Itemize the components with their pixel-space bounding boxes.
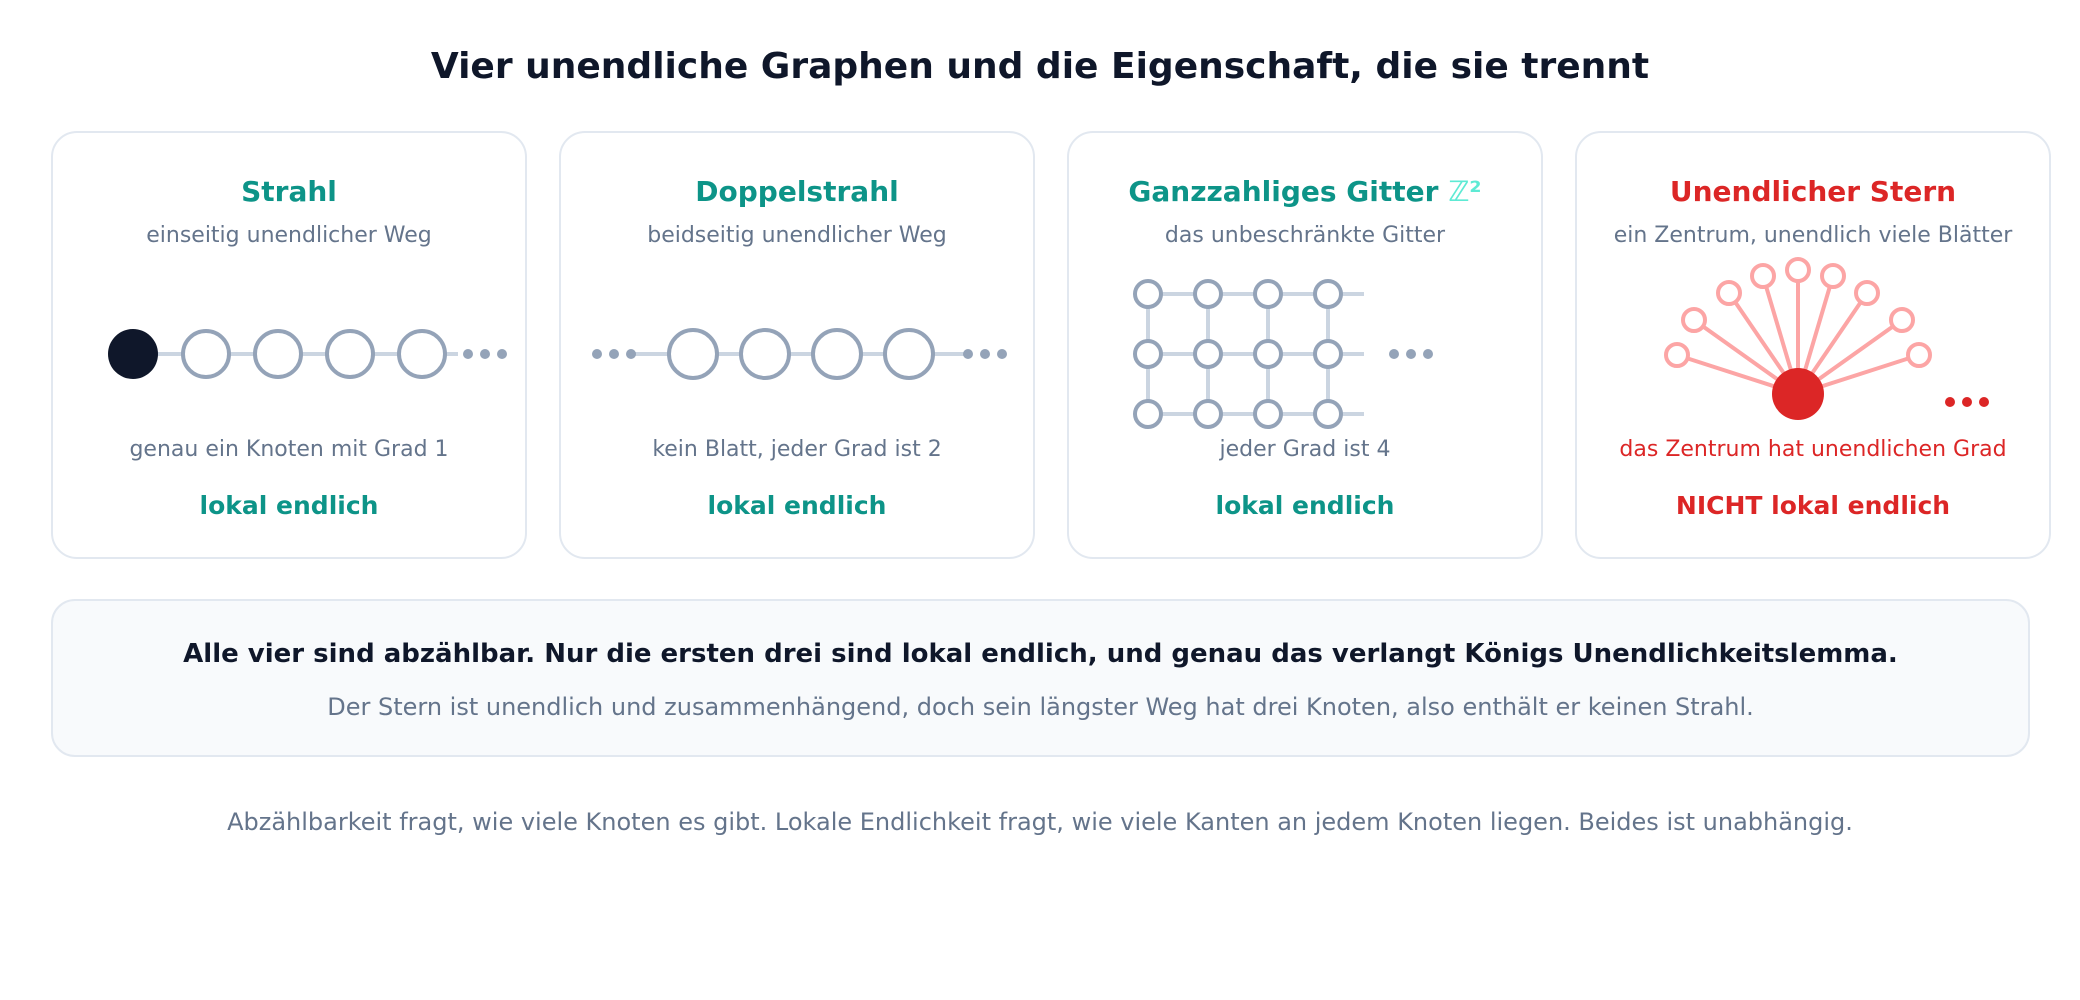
double-ray-graph [592, 328, 1007, 380]
ray-start-node [108, 329, 158, 379]
card-subtitle: ein Zentrum, unendlich viele Blätter [1613, 223, 2013, 248]
card-verdict: lokal endlich [199, 491, 379, 520]
card-title: Doppelstrahl [695, 175, 899, 208]
card-grid: Ganzzahliges Gitter ℤ² das unbeschränkte… [1067, 131, 1543, 559]
card-subtitle: beidseitig unendlicher Weg [647, 223, 947, 248]
card-subtitle: einseitig unendlicher Weg [146, 223, 432, 248]
card-title-text: Ganzzahliges Gitter [1128, 175, 1439, 208]
grid-nodes [1133, 279, 1343, 429]
footer-note: Abzählbarkeit fragt, wie viele Knoten es… [227, 808, 1853, 836]
summary-box: Alle vier sind abzählbar. Nur die ersten… [51, 599, 2030, 757]
ray-node [181, 329, 231, 379]
ellipsis-right [1945, 397, 1989, 407]
ray-node [253, 329, 303, 379]
card-subtitle: das unbeschränkte Gitter [1164, 223, 1446, 248]
card-property: genau ein Knoten mit Grad 1 [129, 437, 449, 462]
card-verdict: lokal endlich [1215, 491, 1395, 520]
ellipsis-right [963, 349, 1007, 359]
card-title: Unendlicher Stern [1669, 175, 1957, 208]
double-ray-node [739, 328, 791, 380]
double-ray-node [811, 328, 863, 380]
grid-graph [1133, 279, 1433, 429]
ray-node [325, 329, 375, 379]
star-graph [1664, 257, 1989, 420]
card-ray: Strahl einseitig unendlicher Weg genau e… [51, 131, 527, 559]
ellipsis-right [1389, 349, 1433, 359]
summary-sub-text: Der Stern ist unendlich und zusammenhäng… [327, 693, 1754, 721]
double-ray-node [883, 328, 935, 380]
summary-main-text: Alle vier sind abzählbar. Nur die ersten… [183, 639, 1898, 669]
page-title: Vier unendliche Graphen und die Eigensch… [430, 46, 1650, 87]
card-property: das Zentrum hat unendlichen Grad [1619, 437, 2007, 462]
z2-symbol: ℤ² [1448, 175, 1482, 208]
card-title: Ganzzahliges Gitter ℤ² [1069, 175, 1541, 208]
card-double-ray: Doppelstrahl beidseitig unendlicher Weg … [559, 131, 1035, 559]
star-center-node [1772, 368, 1824, 420]
ray-graph [108, 329, 507, 379]
card-title: Strahl [241, 175, 337, 208]
double-ray-node [667, 328, 719, 380]
ellipsis-right [463, 349, 507, 359]
ray-node [397, 329, 447, 379]
ellipsis-left [592, 349, 636, 359]
card-star: Unendlicher Stern ein Zentrum, unendlich… [1575, 131, 2051, 559]
card-verdict: lokal endlich [707, 491, 887, 520]
star-leaves [1664, 257, 1932, 368]
card-property: kein Blatt, jeder Grad ist 2 [652, 437, 942, 462]
card-property: jeder Grad ist 4 [1219, 437, 1391, 462]
card-verdict: NICHT lokal endlich [1675, 491, 1951, 520]
